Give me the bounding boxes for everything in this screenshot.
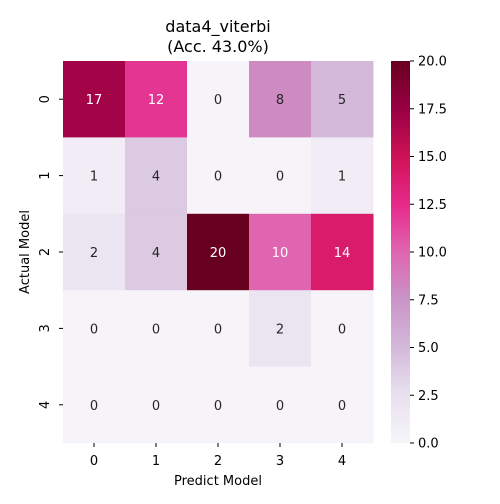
colorbar-tick-label-2: 5.0 [418, 341, 439, 356]
heatmap-cell-r2-c0 [63, 213, 126, 291]
y-tick-label-2: 2 [38, 248, 53, 256]
cell-value-r1-c4: 1 [338, 170, 346, 185]
heatmap-cell-r3-c3 [249, 290, 312, 368]
cell-value-r1-c3: 0 [276, 170, 284, 185]
x-tick-label-1: 1 [152, 454, 160, 469]
cell-value-r1-c2: 0 [214, 170, 222, 185]
heatmap-cell-r1-c4 [311, 137, 374, 215]
heatmap-cells [63, 61, 374, 444]
heatmap-cell-r0-c3 [249, 61, 312, 138]
cell-value-r1-c0: 1 [90, 170, 98, 185]
y-axis-ticks: 0 1 2 3 4 [38, 95, 63, 409]
x-tick-label-3: 3 [276, 454, 284, 469]
chart-subtitle: (Acc. 43.0%) [167, 37, 269, 56]
heatmap-cell-r4-c0 [63, 366, 126, 444]
cell-value-r0-c0: 17 [86, 93, 103, 108]
x-tick-label-0: 0 [90, 454, 98, 469]
cell-value-r0-c3: 8 [276, 93, 284, 108]
heatmap-cell-r3-c4 [311, 290, 374, 368]
cell-value-r3-c4: 0 [338, 322, 346, 337]
cell-value-r2-c0: 2 [90, 246, 98, 261]
heatmap-cell-r1-c2 [187, 137, 250, 215]
cell-value-r0-c4: 5 [338, 93, 346, 108]
x-axis-label: Predict Model [174, 474, 262, 489]
cell-value-r2-c2: 20 [210, 246, 227, 261]
cell-value-r3-c3: 2 [276, 322, 284, 337]
heatmap-cell-r3-c1 [125, 290, 188, 368]
cell-value-r4-c2: 0 [214, 399, 222, 414]
heatmap-cell-r4-c2 [187, 366, 250, 444]
heatmap-cell-r3-c2 [187, 290, 250, 368]
colorbar [391, 61, 410, 443]
heatmap-cell-r4-c4 [311, 366, 374, 444]
heatmap-cell-r2-c1 [125, 213, 188, 291]
colorbar-tick-label-4: 10.0 [418, 246, 447, 261]
heatmap-cell-r4-c3 [249, 366, 312, 444]
cell-value-r4-c1: 0 [152, 399, 160, 414]
heatmap-cell-r0-c1 [125, 61, 188, 138]
colorbar-ticks: 0.0 2.5 5.0 7.5 10.0 12.5 15.0 17.5 20.0 [410, 55, 447, 452]
cell-value-r4-c3: 0 [276, 399, 284, 414]
colorbar-tick-label-6: 15.0 [418, 150, 447, 165]
colorbar-tick-label-5: 12.5 [418, 198, 447, 213]
chart-title: data4_viterbi [165, 17, 270, 37]
y-axis-label: Actual Model [18, 210, 33, 294]
cell-value-r4-c0: 0 [90, 399, 98, 414]
heatmap-cell-r1-c0 [63, 137, 126, 215]
heatmap-cell-r2-c2 [187, 213, 250, 291]
colorbar-tick-label-1: 2.5 [418, 389, 439, 404]
cell-value-r1-c1: 4 [152, 170, 160, 185]
heatmap-cell-r3-c0 [63, 290, 126, 368]
heatmap-cell-r0-c0 [63, 61, 126, 138]
colorbar-tick-label-0: 0.0 [418, 437, 439, 452]
heatmap-cell-r1-c1 [125, 137, 188, 215]
y-tick-label-4: 4 [38, 401, 53, 409]
heatmap-cell-r1-c3 [249, 137, 312, 215]
heatmap-cell-r4-c1 [125, 366, 188, 444]
heatmap-cell-r2-c3 [249, 213, 312, 291]
x-tick-label-2: 2 [214, 454, 222, 469]
heatmap-cell-r0-c4 [311, 61, 374, 138]
cell-value-r4-c4: 0 [338, 399, 346, 414]
y-tick-label-0: 0 [38, 95, 53, 103]
colorbar-tick-label-7: 17.5 [418, 102, 447, 117]
heatmap-cell-r2-c4 [311, 213, 374, 291]
x-tick-label-4: 4 [338, 454, 346, 469]
colorbar-tick-label-3: 7.5 [418, 293, 439, 308]
y-tick-label-3: 3 [38, 324, 53, 332]
cell-value-r0-c2: 0 [214, 93, 222, 108]
y-tick-label-1: 1 [38, 171, 53, 179]
cell-value-r3-c2: 0 [214, 322, 222, 337]
x-axis-ticks: 0 1 2 3 4 [90, 443, 346, 469]
heatmap-cell-r0-c2 [187, 61, 250, 138]
heatmap-cell-labels: 17 12 0 8 51 4 0 0 12 4 20 10 140 0 0 2 00 0 0 0 0 [86, 93, 351, 414]
cell-value-r3-c0: 0 [90, 322, 98, 337]
cell-value-r2-c3: 10 [272, 246, 289, 261]
cell-value-r3-c1: 0 [152, 322, 160, 337]
cell-value-r2-c1: 4 [152, 246, 160, 261]
cell-value-r2-c4: 14 [334, 246, 351, 261]
colorbar-tick-label-8: 20.0 [418, 55, 447, 70]
cell-value-r0-c1: 12 [148, 93, 165, 108]
